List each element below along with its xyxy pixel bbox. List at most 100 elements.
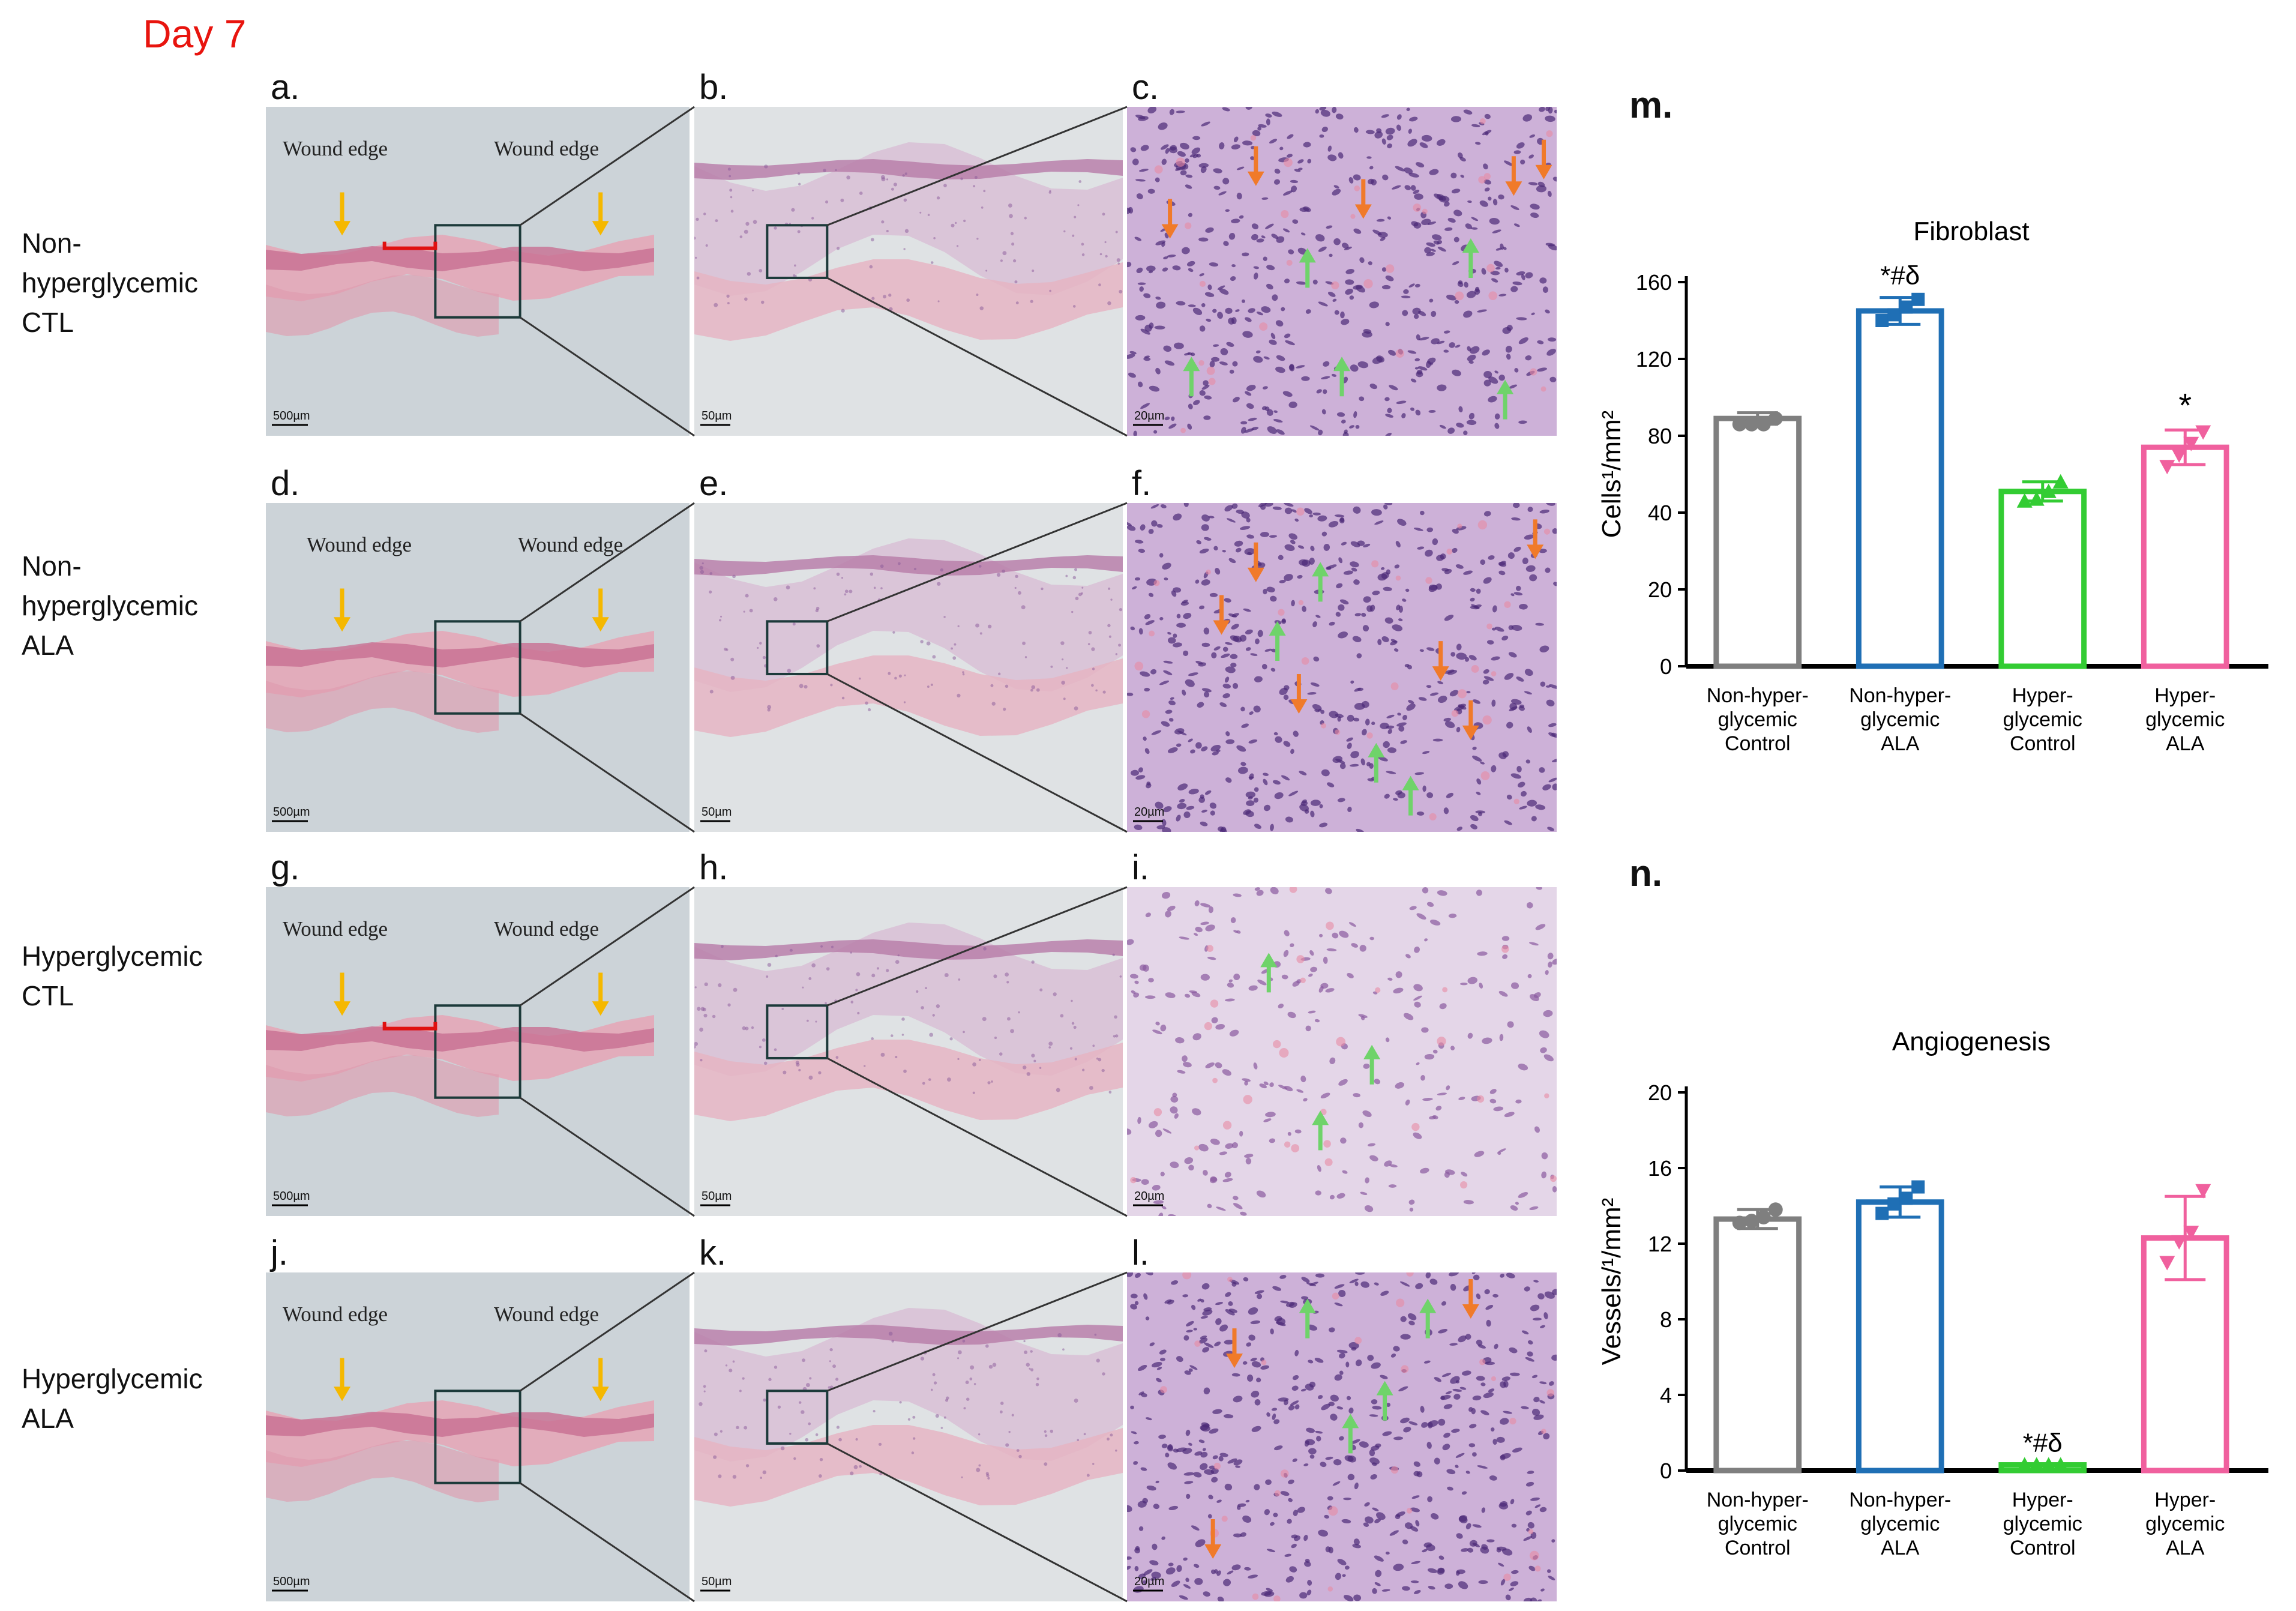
x-category-label: ALA xyxy=(1881,732,1920,755)
scale-bar-label: 20µm xyxy=(1134,409,1165,423)
scale-bar-label: 20µm xyxy=(1134,1190,1165,1203)
x-category-label: Non-hyper- xyxy=(1849,684,1951,707)
wound-edge-label-right: Wound edge xyxy=(518,533,624,556)
bar xyxy=(2141,444,2229,669)
panel-letter: f. xyxy=(1132,464,1152,503)
row-label-line: CTL xyxy=(22,307,74,338)
data-point xyxy=(2159,460,2175,475)
scale-bar-label: 50µm xyxy=(702,1190,732,1203)
data-point xyxy=(2171,448,2187,463)
x-category-label: Control xyxy=(1725,732,1791,755)
row-label-nonhyper-ctl: Non- hyperglycemic CTL xyxy=(22,223,198,342)
wound-edge-arrow-icon xyxy=(334,588,351,632)
wound-edge-arrow-icon xyxy=(334,192,351,236)
fibroblast-arrow-icon xyxy=(1402,775,1419,816)
panel-letter-n: n. xyxy=(1629,853,1663,894)
row-label-line: hyperglycemic xyxy=(22,267,198,298)
inflammatory-cell-arrow-icon xyxy=(1535,139,1552,179)
data-point xyxy=(2183,436,2199,451)
wound-edge-arrow-icon xyxy=(334,972,351,1016)
data-point xyxy=(1756,1209,1771,1224)
x-category-label: glycemic xyxy=(1718,708,1797,731)
panel-letter: c. xyxy=(1132,68,1159,107)
y-tick-label: 0 xyxy=(1660,1459,1672,1483)
inflammatory-cell-arrow-icon xyxy=(1161,199,1179,239)
row-label-hyper-ala: Hyperglycemic ALA xyxy=(22,1359,203,1438)
x-category-label: Non-hyper- xyxy=(1707,684,1809,707)
figure-day-title: Day 7 xyxy=(143,11,247,56)
bar xyxy=(1856,308,1944,669)
fibroblast-arrow-icon xyxy=(1419,1298,1437,1338)
bar xyxy=(1998,489,2087,669)
y-tick-label: 40 xyxy=(1648,501,1672,525)
inflammatory-cell-arrow-icon xyxy=(1354,179,1372,219)
x-category-label: glycemic xyxy=(1860,1513,1940,1535)
high-magnification-micrograph xyxy=(1127,1272,1557,1601)
data-point xyxy=(1875,314,1889,327)
row-label-line: Hyperglycemic xyxy=(22,1363,203,1394)
data-point xyxy=(1744,417,1759,432)
panel-letter: h. xyxy=(699,848,729,887)
row-label-hyper-ctl: Hyperglycemic CTL xyxy=(22,936,203,1016)
data-point xyxy=(1732,417,1747,432)
medium-magnification-micrograph xyxy=(694,107,1123,436)
scale-bar-label: 50µm xyxy=(702,1575,732,1588)
high-magnification-micrograph xyxy=(1127,887,1557,1216)
x-category-label: Hyper- xyxy=(2154,684,2216,707)
row-label-line: ALA xyxy=(22,630,74,661)
scale-bar-label: 500µm xyxy=(273,1575,310,1588)
data-point xyxy=(2028,491,2045,506)
significance-annotation: *#δ xyxy=(1880,261,1920,291)
data-point xyxy=(1887,1197,1901,1211)
scale-bar-label: 20µm xyxy=(1134,806,1165,819)
data-point xyxy=(1756,417,1771,432)
y-axis-label: Vessels/¹/mm² xyxy=(1597,1198,1626,1366)
fibroblast-arrow-icon xyxy=(1312,1110,1329,1151)
fibroblast-arrow-icon xyxy=(1260,953,1278,993)
inflammatory-cell-arrow-icon xyxy=(1247,146,1264,186)
wound-edge-label-left: Wound edge xyxy=(283,917,388,941)
inflammatory-cell-arrow-icon xyxy=(1204,1519,1222,1559)
inflammatory-cell-arrow-icon xyxy=(1527,519,1544,559)
inflammatory-cell-arrow-icon xyxy=(1432,641,1449,681)
row-label-line: CTL xyxy=(22,980,74,1011)
data-point xyxy=(2040,1457,2057,1472)
x-category-label: glycemic xyxy=(2003,1513,2082,1535)
bar xyxy=(1713,415,1802,669)
data-point xyxy=(2016,493,2033,508)
data-point xyxy=(1899,300,1913,314)
fibroblast-arrow-icon xyxy=(1183,357,1200,397)
significance-annotation: *#δ xyxy=(2023,1429,2063,1458)
inflammatory-cell-arrow-icon xyxy=(1290,673,1308,714)
panel-letter: i. xyxy=(1132,848,1149,887)
panel-letter-m: m. xyxy=(1629,85,1673,126)
panel-letter: j. xyxy=(271,1233,288,1272)
y-tick-label: 20 xyxy=(1648,1080,1672,1105)
panel-letter: d. xyxy=(271,464,300,503)
data-point xyxy=(1744,1214,1759,1229)
x-category-label: Non-hyper- xyxy=(1849,1489,1951,1511)
data-point xyxy=(2052,1457,2069,1472)
significance-annotation: * xyxy=(2178,386,2192,424)
scale-bar-label: 50µm xyxy=(702,409,732,423)
wound-gap-bracket-icon xyxy=(382,1022,437,1031)
fibroblast-arrow-icon xyxy=(1368,742,1385,783)
chart-title: Fibroblast xyxy=(1913,217,2029,246)
fibroblast-arrow-icon xyxy=(1312,562,1329,602)
wound-edge-label-left: Wound edge xyxy=(307,533,412,556)
y-tick-label: 80 xyxy=(1648,424,1672,448)
wound-gap-bracket-icon xyxy=(382,241,437,250)
inflammatory-cell-arrow-icon xyxy=(1247,542,1264,582)
scale-bar-label: 500µm xyxy=(273,806,310,819)
fibroblast-arrow-icon xyxy=(1342,1414,1359,1454)
inflammatory-cell-arrow-icon xyxy=(1462,700,1479,740)
fibroblast-arrow-icon xyxy=(1497,379,1514,420)
x-category-label: ALA xyxy=(2166,1537,2205,1559)
panel-letter: b. xyxy=(699,68,729,107)
y-tick-label: 16 xyxy=(1648,1156,1672,1181)
data-point xyxy=(2052,474,2069,489)
x-category-label: Control xyxy=(1725,1537,1791,1559)
medium-magnification-micrograph xyxy=(694,887,1123,1216)
row-label-line: Hyperglycemic xyxy=(22,941,203,972)
scale-bar-label: 500µm xyxy=(273,409,310,423)
